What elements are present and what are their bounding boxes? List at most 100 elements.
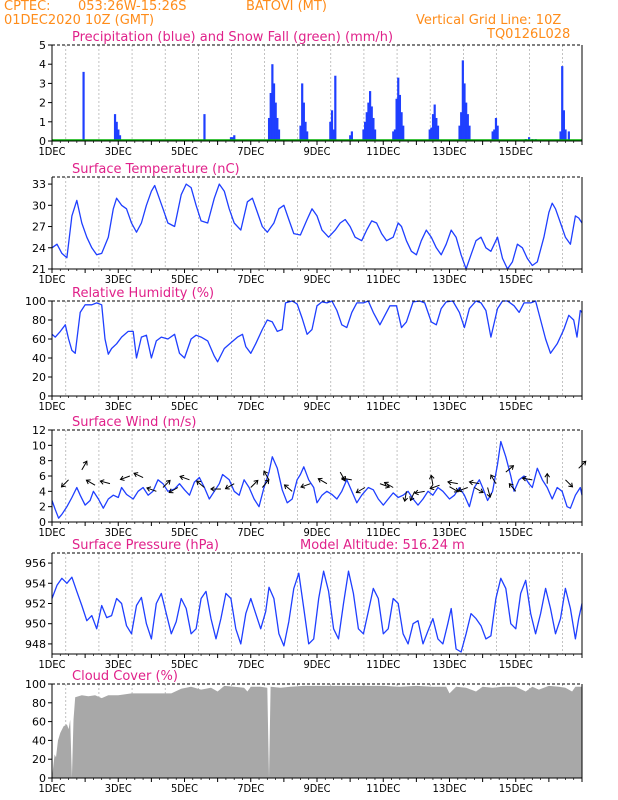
precip-bar <box>397 77 400 141</box>
y-tick-label: 30 <box>32 199 46 212</box>
wind-arrow-head <box>60 482 66 488</box>
wind-arrow-head <box>383 481 389 487</box>
x-tick-label: 1DEC <box>39 658 66 671</box>
wind-arrow-head <box>85 479 91 485</box>
wind-arrow-shaft <box>162 480 171 488</box>
wind-arrow-head <box>196 480 201 486</box>
y-tick-label: 1 <box>39 116 46 129</box>
precip-bar <box>372 117 375 141</box>
precip-bar <box>113 114 117 141</box>
precip-bar <box>465 102 468 141</box>
wind-arrow <box>196 480 205 488</box>
precip-bar <box>458 125 461 141</box>
wind-arrow <box>565 479 574 488</box>
x-tick-label: 13DEC <box>433 658 467 671</box>
wind-arrow <box>85 479 96 486</box>
header-coords: 053:26W-15:26S <box>78 0 187 14</box>
wind-arrow-shaft <box>250 480 259 488</box>
wind-arrow-head <box>478 488 484 494</box>
panel-cloud: Cloud Cover (%) 0 20 40 60 80 100 1DEC 3DEC 5DEC 7… <box>25 669 583 795</box>
precip-bar <box>400 112 403 141</box>
wind-arrow-shaft <box>261 479 270 488</box>
wind-arrow <box>317 477 328 485</box>
rh-line <box>51 300 583 363</box>
x-tick-label: 15DEC <box>499 145 533 158</box>
wind-arrow-head <box>224 484 230 490</box>
precip-bar <box>461 60 464 141</box>
wind-arrow <box>508 482 517 492</box>
precip-bar <box>435 117 438 141</box>
precip-bar <box>276 117 279 141</box>
precip-bar <box>306 131 309 141</box>
x-tick-label: 5DEC <box>171 145 198 158</box>
wind-arrow-shaft <box>410 491 416 501</box>
wind-arrow-shaft <box>449 486 459 493</box>
precip-bar <box>561 66 564 141</box>
wind-arrow <box>409 491 416 502</box>
wind-arrow-shaft <box>300 483 311 488</box>
y-tick-label: 0 <box>39 135 46 148</box>
y-tick-label: 27 <box>32 221 46 234</box>
x-tick-label: 3DEC <box>105 658 132 671</box>
wind-arrow <box>210 486 221 492</box>
x-tick-label: 11DEC <box>366 145 400 158</box>
precip-bar <box>330 110 334 141</box>
x-tick-label: 3DEC <box>105 400 132 413</box>
precip-bar <box>496 125 499 141</box>
temp-title: Surface Temperature (nC) <box>72 162 240 177</box>
precip-bar <box>559 131 562 141</box>
wind-line <box>51 440 583 519</box>
wind-arrow <box>60 479 69 488</box>
wind-arrow-shaft <box>414 490 425 494</box>
wind-arrow-shaft <box>120 475 131 480</box>
x-tick-label: 7DEC <box>237 145 264 158</box>
wind-arrow-shaft <box>447 481 458 485</box>
y-tick-label: 80 <box>32 314 46 327</box>
wind-arrow-shaft <box>179 475 190 481</box>
x-tick-label: 15DEC <box>499 400 533 413</box>
wind-arrow <box>544 472 550 484</box>
panel-wind: Surface Wind (m/s) 0 2 4 6 8 10 12 1DEC 3DEC 5DEC 7… <box>32 415 587 539</box>
precip-bar <box>395 98 398 141</box>
wind-arrow-shaft <box>490 474 497 484</box>
precip-bar <box>277 129 281 141</box>
y-tick-label: 952 <box>25 598 46 611</box>
x-tick-label: 3DEC <box>105 145 132 158</box>
precip-bar <box>329 121 332 141</box>
precip-bar <box>349 135 352 141</box>
wind-arrow <box>474 487 484 494</box>
x-tick-label: 11DEC <box>366 658 400 671</box>
wind-arrow-head <box>581 460 587 466</box>
wind-arrow <box>283 484 293 492</box>
precip-bar <box>365 112 368 141</box>
wind-arrow-shaft <box>430 475 434 486</box>
precip-bar <box>433 104 436 141</box>
y-tick-label: 3 <box>39 77 46 90</box>
precip-bar <box>369 91 372 141</box>
wind-arrow <box>383 481 394 488</box>
precip-bar <box>233 135 236 141</box>
x-tick-label: 15DEC <box>499 273 533 286</box>
precip-bar <box>302 102 305 141</box>
y-tick-label: 20 <box>32 371 46 384</box>
wind-arrow-shaft <box>404 491 407 502</box>
wind-arrow <box>341 475 352 482</box>
wind-arrow-head <box>99 479 105 485</box>
precip-bar <box>468 125 471 141</box>
x-tick-label: 9DEC <box>304 658 331 671</box>
wind-arrow-head <box>146 486 152 492</box>
wind-arrow <box>490 474 497 484</box>
x-tick-label: 3DEC <box>105 782 132 795</box>
wind-arrow-head <box>133 472 139 478</box>
wind-arrow <box>168 487 179 494</box>
wind-arrow-shaft <box>341 477 352 481</box>
precip-bar <box>271 64 274 141</box>
wind-arrow-shaft <box>196 480 205 488</box>
precip-bar <box>367 102 370 141</box>
precip-bar <box>350 131 353 141</box>
x-tick-label: 1DEC <box>39 782 66 795</box>
panel-rh: Relative Humidity (%) 0 20 40 60 80 100 1DEC 3DE… <box>25 286 583 413</box>
wind-arrow-head <box>317 477 323 483</box>
